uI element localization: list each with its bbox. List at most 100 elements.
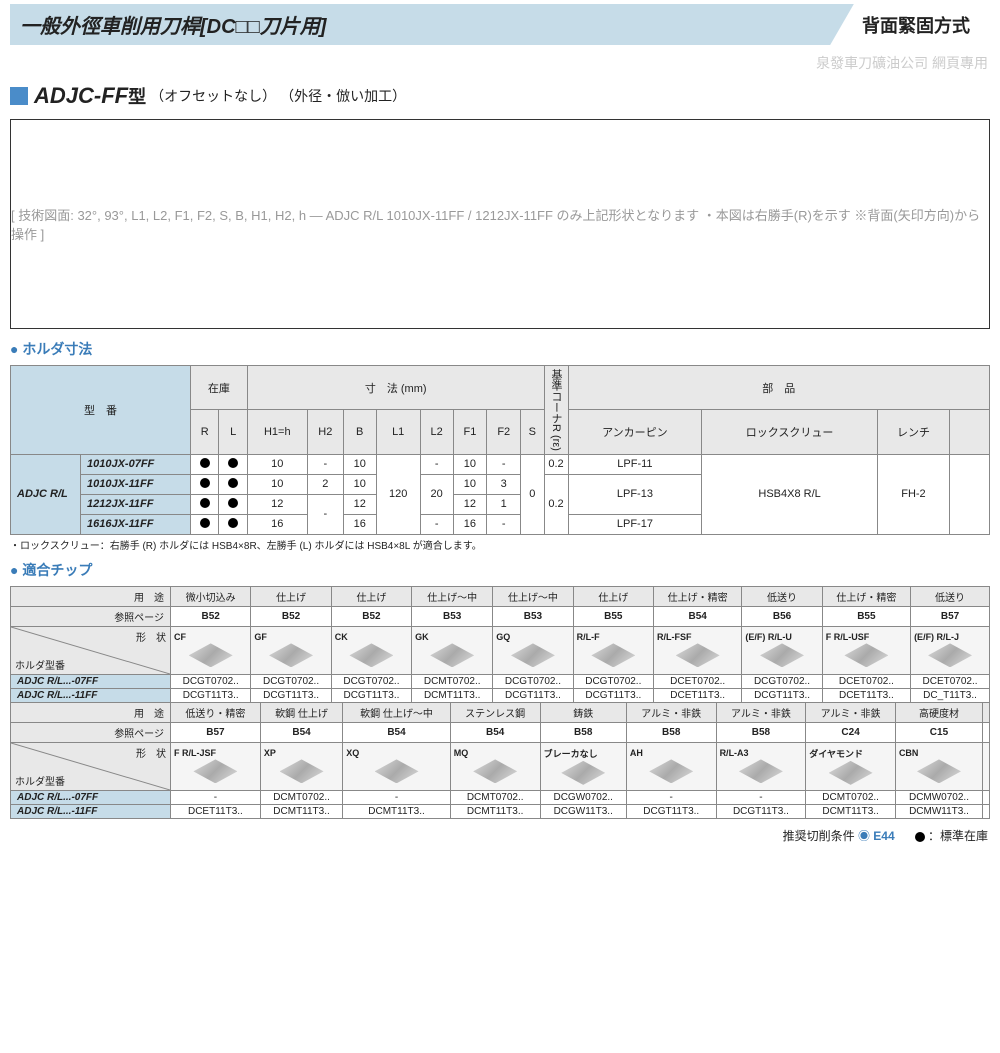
shape-holder-label: 形 状ホルダ型番 bbox=[11, 742, 171, 790]
cell-lock: HSB4X8 R/L bbox=[702, 454, 878, 534]
cell bbox=[219, 454, 247, 474]
chips-title: 適合チップ bbox=[22, 562, 92, 578]
cell bbox=[191, 514, 219, 534]
blank bbox=[983, 790, 990, 804]
shape-cell: ブレーカなし bbox=[540, 742, 626, 790]
col-L1: L1 bbox=[376, 410, 420, 454]
chip-cell: DCET0702.. bbox=[822, 674, 910, 688]
cell: 10 bbox=[247, 454, 307, 474]
use-cell: アルミ・非鉄 bbox=[716, 702, 806, 722]
holder-prefix: ADJC R/L bbox=[11, 454, 81, 534]
page-cell: B54 bbox=[450, 722, 540, 742]
chip-cell: DCMT11T3.. bbox=[260, 804, 342, 818]
shape-holder-label: 形 状ホルダ型番 bbox=[11, 626, 171, 674]
shape-cell: AH bbox=[626, 742, 716, 790]
dot-icon bbox=[228, 498, 238, 508]
dot-icon bbox=[200, 478, 210, 488]
cell: 16 bbox=[453, 514, 487, 534]
page-cell: B52 bbox=[331, 606, 411, 626]
chip-cell: - bbox=[626, 790, 716, 804]
cell: 10 bbox=[343, 474, 376, 494]
diagram-placeholder: [ 技術図面: 32°, 93°, L1, L2, F1, F2, S, B, … bbox=[11, 205, 989, 243]
col-R: R bbox=[191, 410, 219, 454]
chip-cell: DCGT11T3.. bbox=[171, 688, 251, 702]
cell-blank bbox=[950, 454, 990, 534]
page-cell: B52 bbox=[171, 606, 251, 626]
col-L2: L2 bbox=[420, 410, 453, 454]
col-lock: ロックスクリュー bbox=[702, 410, 878, 454]
use-cell: アルミ・非鉄 bbox=[626, 702, 716, 722]
technical-diagram: [ 技術図面: 32°, 93°, L1, L2, F1, F2, S, B, … bbox=[10, 119, 990, 329]
shape-cell: XQ bbox=[343, 742, 450, 790]
chip-cell: DCGT11T3.. bbox=[626, 804, 716, 818]
use-cell: 低送り bbox=[742, 586, 822, 606]
use-cell: 軟鋼 仕上げ～中 bbox=[343, 702, 450, 722]
cell: - bbox=[420, 454, 453, 474]
col-corner: 基準コーナR (rε) bbox=[544, 366, 568, 455]
cell: 10 bbox=[247, 474, 307, 494]
cell-L1: 120 bbox=[376, 454, 420, 534]
holder-title: ホルダ寸法 bbox=[22, 341, 92, 357]
chip-cell: DCGT0702.. bbox=[171, 674, 251, 688]
shape-cell: R/L-A3 bbox=[716, 742, 806, 790]
col-F1: F1 bbox=[453, 410, 487, 454]
page-cell: C24 bbox=[806, 722, 896, 742]
chip-holder-07: ADJC R/L...-07FF bbox=[11, 674, 171, 688]
page-cell: B54 bbox=[343, 722, 450, 742]
use-cell: 仕上げ～中 bbox=[493, 586, 573, 606]
chip-cell: DCMT11T3.. bbox=[806, 804, 896, 818]
col-parts: 部 品 bbox=[568, 366, 989, 410]
chip-cell: DCGT11T3.. bbox=[742, 688, 822, 702]
square-icon bbox=[10, 87, 28, 105]
page-cell: B57 bbox=[911, 606, 990, 626]
chip-cell: - bbox=[343, 790, 450, 804]
cell: 1 bbox=[487, 494, 521, 514]
chip-holder-07: ADJC R/L...-07FF bbox=[11, 790, 171, 804]
watermark: 泉發車刀礦油公司 網頁專用 bbox=[0, 49, 1000, 77]
shape-cell: R/L-FSF bbox=[654, 626, 742, 674]
cell bbox=[191, 494, 219, 514]
cell: - bbox=[487, 454, 521, 474]
use-cell: 仕上げ bbox=[251, 586, 331, 606]
insert-icon bbox=[349, 643, 393, 667]
shape-cell: GQ bbox=[493, 626, 573, 674]
insert-icon bbox=[193, 759, 237, 783]
chip-cell: DCET11T3.. bbox=[822, 688, 910, 702]
chip-cell: DCGT11T3.. bbox=[251, 688, 331, 702]
chip-cell: - bbox=[171, 790, 261, 804]
insert-icon bbox=[561, 761, 605, 785]
dot-icon bbox=[200, 498, 210, 508]
footer-rec-link[interactable]: E44 bbox=[873, 829, 894, 843]
chip-cell: DCGT11T3.. bbox=[331, 688, 411, 702]
chip-cell: DCET0702.. bbox=[911, 674, 990, 688]
col-stock: 在庫 bbox=[191, 366, 248, 410]
chip-holder-11: ADJC R/L...-11FF bbox=[11, 804, 171, 818]
row-model: 1616JX-11FF bbox=[81, 514, 191, 534]
cell bbox=[191, 454, 219, 474]
dot-icon bbox=[200, 518, 210, 528]
blank bbox=[983, 722, 990, 742]
page-cell: C15 bbox=[895, 722, 982, 742]
model-name: ADJC-FF bbox=[34, 83, 128, 109]
cell: 0.2 bbox=[544, 454, 568, 474]
col-H2: H2 bbox=[307, 410, 343, 454]
col-blank bbox=[950, 410, 990, 454]
shape-cell: (E/F) R/L-J bbox=[911, 626, 990, 674]
chip-table-1: 用 途微小切込み仕上げ仕上げ仕上げ～中仕上げ～中仕上げ仕上げ・精密低送り仕上げ・… bbox=[10, 586, 990, 703]
cell: 10 bbox=[343, 454, 376, 474]
chip-cell: DCGT0702.. bbox=[742, 674, 822, 688]
page-cell: B55 bbox=[822, 606, 910, 626]
use-cell: 仕上げ～中 bbox=[412, 586, 493, 606]
page-cell: B52 bbox=[251, 606, 331, 626]
model-header: ADJC-FF 型 （オフセットなし） （外径・倣い加工） bbox=[0, 77, 1000, 115]
cell: 16 bbox=[247, 514, 307, 534]
chip-cell: DCMT11T3.. bbox=[412, 688, 493, 702]
cell: - bbox=[307, 454, 343, 474]
shape-cell: CBN bbox=[895, 742, 982, 790]
row-model: 1010JX-07FF bbox=[81, 454, 191, 474]
cell-L2: 20 bbox=[420, 474, 453, 514]
chip-cell: DCGW0702.. bbox=[540, 790, 626, 804]
use-cell: 仕上げ bbox=[331, 586, 411, 606]
model-note1: （オフセットなし） bbox=[150, 86, 276, 106]
page-cell: B55 bbox=[573, 606, 653, 626]
